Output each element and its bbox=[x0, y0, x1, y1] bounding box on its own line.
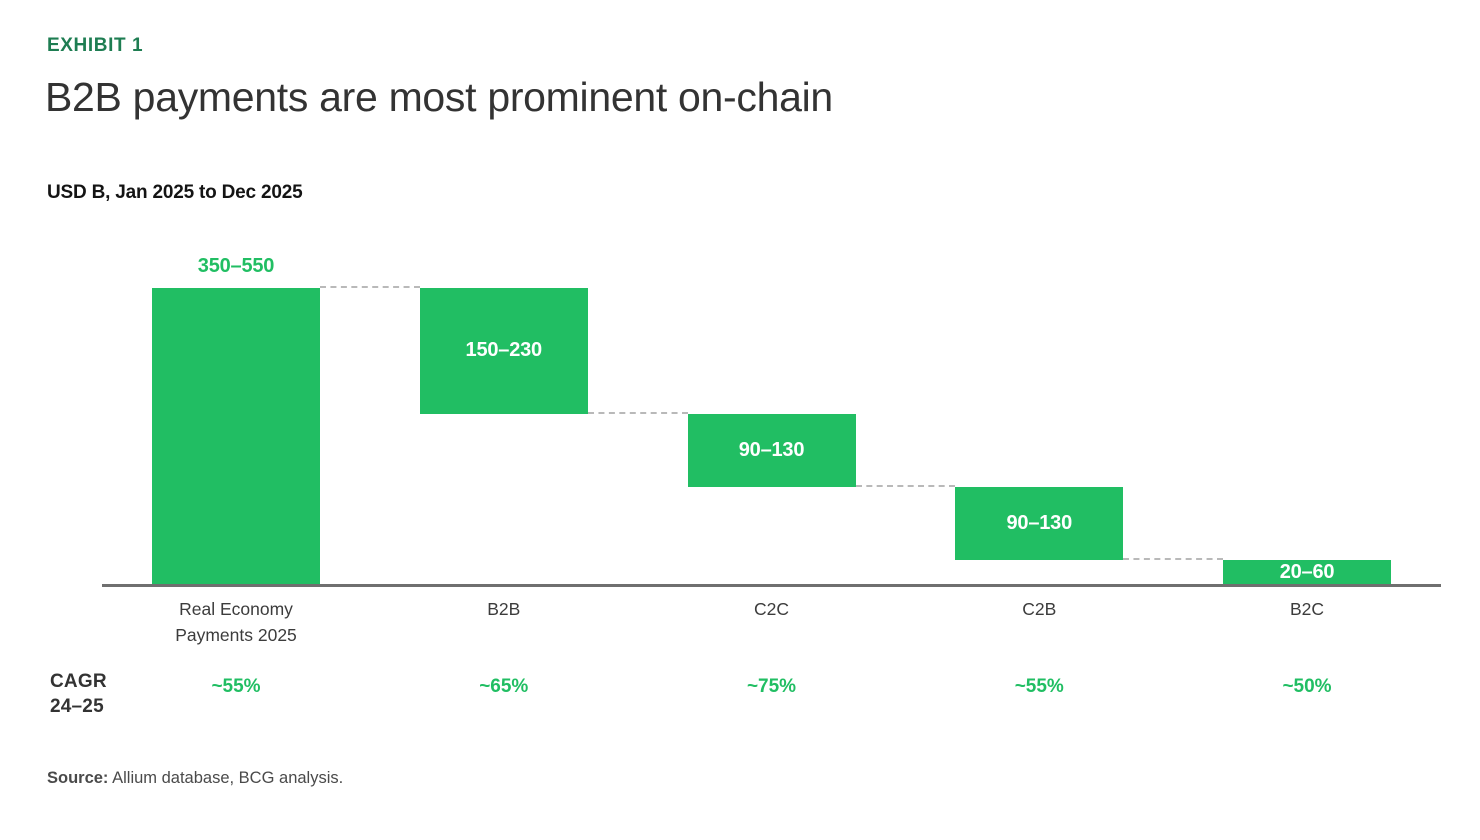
x-axis-category-line: C2C bbox=[753, 599, 789, 619]
cagr-value: ~75% bbox=[746, 676, 797, 697]
page-title: B2B payments are most prominent on-chain bbox=[45, 74, 833, 120]
bar-value-label: 90–130 bbox=[738, 438, 805, 461]
cagr-value: ~65% bbox=[479, 676, 529, 697]
x-axis-category-line: Payments 2025 bbox=[175, 625, 297, 645]
cagr-row-label: CAGR 24–25 bbox=[50, 669, 107, 719]
bar-real-economy-payments-2025 bbox=[152, 288, 320, 586]
connector-line bbox=[1123, 557, 1223, 560]
source-note: Source: Allium database, BCG analysis. bbox=[47, 769, 343, 788]
x-axis-category-label: Real Economy Payments 2025 bbox=[106, 596, 366, 648]
chart-unit-label: USD B, Jan 2025 to Dec 2025 bbox=[47, 182, 303, 203]
bar-c2b: 90–130 bbox=[955, 486, 1124, 560]
x-axis-category-label: B2C bbox=[1177, 596, 1437, 622]
source-text: Allium database, BCG analysis. bbox=[108, 769, 344, 787]
bar-value-label: 350–550 bbox=[197, 255, 275, 277]
x-axis-category-line: B2C bbox=[1289, 599, 1325, 619]
cagr-value: ~50% bbox=[1282, 676, 1332, 697]
source-label: Source: bbox=[47, 769, 109, 787]
cagr-value: ~55% bbox=[211, 676, 261, 697]
x-axis-category-line: C2B bbox=[1022, 599, 1057, 619]
cagr-row-label-line1: CAGR bbox=[50, 671, 107, 692]
connector-line bbox=[320, 286, 420, 288]
bar-b2b: 150–230 bbox=[419, 288, 588, 414]
bar-b2c: 20–60 bbox=[1223, 559, 1391, 586]
cagr-value: ~55% bbox=[1014, 676, 1064, 697]
x-axis-category-label: C2C bbox=[642, 596, 902, 622]
bar-value-label: 90–130 bbox=[1006, 511, 1073, 534]
exhibit-label: EXHIBIT 1 bbox=[47, 35, 144, 56]
x-axis-category-line: Real Economy bbox=[179, 599, 293, 619]
bar-value-label: 20–60 bbox=[1279, 561, 1335, 584]
bar-value-label: 150–230 bbox=[465, 339, 543, 362]
connector-line bbox=[587, 411, 688, 414]
connector-line bbox=[855, 484, 956, 487]
cagr-row-label-line2: 24–25 bbox=[50, 696, 104, 717]
x-axis-category-label: C2B bbox=[909, 596, 1169, 622]
x-axis-category-line: B2B bbox=[487, 599, 521, 619]
x-axis-line bbox=[102, 584, 1441, 587]
bar-c2c: 90–130 bbox=[687, 413, 856, 487]
x-axis-category-label: B2B bbox=[374, 596, 634, 622]
